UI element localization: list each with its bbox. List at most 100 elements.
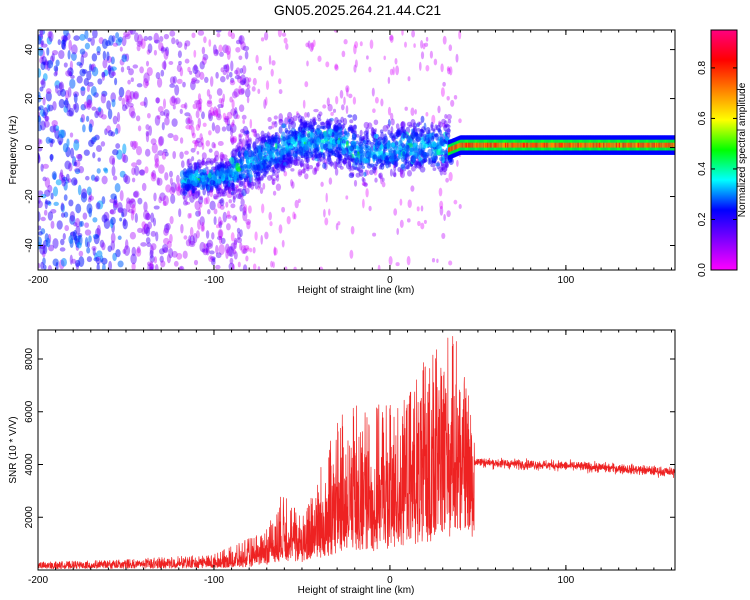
spectrogram-cell (281, 206, 286, 213)
spectrogram-cell (261, 203, 265, 214)
spectrogram-cell (208, 130, 212, 136)
spectrogram-cell (436, 258, 439, 264)
tone-core (509, 142, 511, 148)
tone-core (498, 142, 501, 148)
spectrogram-cell (180, 223, 184, 234)
spectrogram-cell (220, 76, 226, 83)
spectrogram-cell (74, 217, 81, 228)
spectrogram-cell (80, 220, 84, 227)
spectrogram-cell (260, 137, 266, 144)
spectrogram-cell (271, 179, 275, 186)
spectrogram-cell (226, 50, 231, 61)
tone-core (461, 142, 464, 148)
spectrogram-cell (73, 102, 80, 113)
spectrogram-cell (153, 192, 157, 202)
spectrogram-cell (199, 181, 205, 191)
colorbar-ticks: 0.00.20.40.60.8 (697, 61, 737, 277)
spectrogram-cell (370, 127, 375, 134)
spectrogram-cell (50, 220, 55, 229)
spectrogram-cell (209, 179, 216, 186)
spectrogram-cell (291, 181, 295, 189)
spectrogram-cell (40, 163, 44, 172)
spectrogram-cell (341, 138, 346, 145)
tone-core (613, 142, 616, 148)
spectrogram-cell (203, 197, 208, 205)
spectrogram-cell (439, 156, 444, 162)
spectrogram-cell (163, 227, 169, 236)
spectrogram-cell (241, 173, 247, 179)
spectrogram-cell (271, 121, 277, 125)
spectrogram-cell (273, 247, 278, 256)
spectrogram-cell (175, 174, 180, 184)
spectrogram-cell (153, 256, 158, 264)
spectrogram-cell (199, 133, 203, 141)
spectrogram-cell (230, 32, 236, 40)
spectrogram-cell (347, 159, 352, 168)
spectrogram-cell (261, 135, 266, 142)
spectrogram-cell (338, 158, 345, 163)
tone-core (456, 144, 458, 149)
spectrogram-cell (394, 58, 398, 65)
spectrogram-cell (160, 69, 165, 77)
spectrogram-cell (406, 170, 413, 177)
spectrogram-cell (102, 263, 106, 270)
spectrogram-cell (389, 68, 394, 76)
spectrogram-cell (231, 188, 236, 192)
spectrogram-cell (147, 35, 153, 41)
spectrogram-cell (230, 232, 235, 242)
spectrogram-cell (219, 188, 224, 197)
spectrogram-cell (164, 151, 169, 157)
spectrogram-cell (289, 116, 295, 126)
tone-core (491, 142, 493, 148)
spectrogram-cell (123, 173, 128, 183)
spectrogram-cell (326, 97, 330, 107)
spectrogram-cell (240, 87, 245, 95)
tone-core (626, 142, 628, 148)
spectrogram-cell (247, 137, 252, 142)
spectrogram-cell (347, 154, 353, 160)
spectrogram-cell (243, 177, 247, 183)
spectrogram-cell (92, 30, 98, 39)
spectrogram-cell (251, 86, 256, 92)
spectrogram-cell (163, 33, 170, 40)
spectrogram-cell (200, 160, 206, 166)
spectrogram-cell (83, 101, 89, 109)
spectrogram-cell (391, 153, 395, 161)
spectrogram-cell (205, 246, 210, 256)
spectrogram-cell (147, 221, 152, 230)
spectrogram-cell (132, 64, 139, 69)
spectrogram-cell (297, 169, 303, 177)
spectrogram-cell (252, 128, 257, 133)
spectrogram-cell (128, 105, 135, 117)
tone-core (536, 142, 539, 148)
spectrogram-cell (354, 166, 359, 171)
tone-core (661, 142, 663, 148)
spectrogram-cell (438, 166, 444, 173)
tone-core (623, 142, 625, 148)
spectrogram-cell (328, 161, 335, 166)
spectrogram-cell (273, 115, 278, 120)
spectrogram-cell (185, 239, 191, 247)
spectrogram-cell (80, 113, 86, 123)
spectrogram-cell (441, 118, 446, 125)
colorbar-tick-label: 0.8 (697, 61, 708, 75)
spectrogram-cell (249, 247, 253, 253)
spectrogram-cell (411, 166, 416, 172)
spectrogram-cell (327, 118, 333, 127)
spectrogram-cell (142, 77, 149, 89)
spectrogram-cell (379, 129, 384, 134)
spectrogram-cell (362, 152, 368, 157)
spectrogram-cell (349, 249, 354, 259)
spectrogram-cell (84, 42, 91, 50)
spectrogram-cell (260, 37, 265, 42)
spectrogram-cell (153, 49, 157, 56)
spectrogram-cell (162, 195, 169, 206)
spectrogram-cell (202, 248, 209, 256)
spectrogram-cell (146, 49, 151, 55)
spectrogram-cell (366, 55, 369, 60)
spectrogram-cell (255, 54, 259, 64)
tone-core (528, 142, 530, 148)
spectrogram-cell (294, 133, 298, 140)
tone-core (590, 142, 592, 148)
spectrogram-cell (331, 132, 335, 137)
